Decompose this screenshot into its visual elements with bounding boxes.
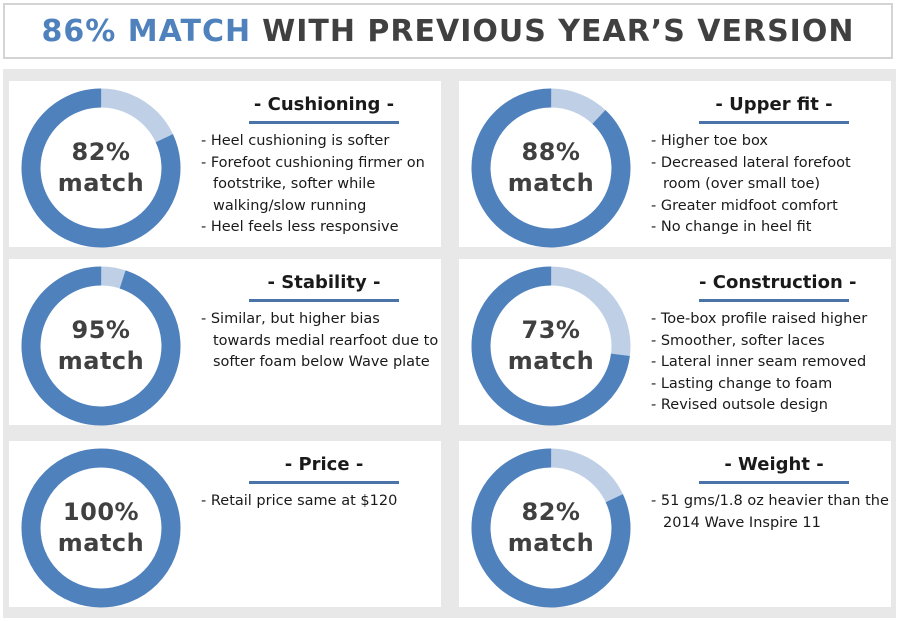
title-underline [699,481,849,484]
match-percent: 100% [62,498,140,526]
donut-center-label: 100% match [21,448,181,608]
donut-svg [21,448,181,608]
note-item: Lateral inner seam removed [651,352,891,374]
match-donut: 73% match [471,266,631,426]
notes-list: Similar, but higher bias towards medial … [201,309,441,374]
note-item: Similar, but higher bias towards medial … [201,309,441,374]
match-percent: 88% [521,138,581,166]
page-title-rest: WITH PREVIOUS YEAR’S VERSION [262,13,855,49]
match-donut: 82% match [21,88,181,248]
note-item: Smoother, softer laces [651,331,891,353]
donut-center-label: 95% match [21,266,181,426]
notes-list: Higher toe boxDecreased lateral forefoot… [651,131,891,239]
match-suffix: match [57,169,145,197]
note-item: Toe-box profile raised higher [651,309,891,331]
notes-list: Toe-box profile raised higherSmoother, s… [651,309,891,417]
note-item: Heel cushioning is softer [201,131,441,153]
match-percent: 73% [521,316,581,344]
match-donut: 82% match [471,448,631,608]
match-percent: 82% [521,498,581,526]
note-item: Forefoot cushioning firmer on footstrike… [201,153,441,218]
match-suffix: match [507,169,595,197]
donut-center-label: 73% match [471,266,631,426]
note-item: Decreased lateral forefoot room (over sm… [651,153,891,196]
note-item: Revised outsole design [651,395,891,417]
panel-title: - Price - [284,454,364,475]
comparison-grid: 82% match - Cushioning - Heel cushioning is… [3,69,896,618]
note-item: Greater midfoot comfort [651,196,891,218]
match-suffix: match [507,529,595,557]
page-title: 86% MATCH WITH PREVIOUS YEAR’S VERSION [3,3,893,59]
donut-svg [21,266,181,426]
donut-svg [21,88,181,248]
donut-svg [471,266,631,426]
panel-4: 73% match - Construction - Toe-box profile … [459,259,891,426]
donut-center-label: 88% match [471,88,631,248]
page-title-accent: 86% MATCH [41,13,252,49]
panel-2: 88% match - Upper fit - Higher toe boxDecre… [459,81,891,248]
panel-title: - Upper fit - [715,94,833,115]
panel-title: - Stability - [267,272,381,293]
donut-slice-match [21,266,181,426]
title-underline [249,121,399,124]
notes-list: Heel cushioning is softerForefoot cushio… [201,131,441,239]
notes-list: Retail price same at $120 [201,491,441,513]
title-underline [249,481,399,484]
match-percent: 95% [71,316,131,344]
panel-title: - Weight - [724,454,824,475]
panel-title: - Cushioning - [253,94,395,115]
notes-list: 51 gms/1.8 oz heavier than the 2014 Wave… [651,491,891,534]
title-underline [699,121,849,124]
match-suffix: match [57,347,145,375]
donut-center-label: 82% match [21,88,181,248]
panel-1: 82% match - Cushioning - Heel cushioning is… [9,81,441,248]
donut-svg [471,88,631,248]
match-donut: 88% match [471,88,631,248]
match-percent: 82% [71,138,131,166]
match-suffix: match [57,529,145,557]
note-item: Lasting change to foam [651,374,891,396]
title-underline [699,299,849,302]
note-item: Heel feels less responsive [201,217,441,239]
donut-slice-match [21,448,181,608]
title-underline [249,299,399,302]
panel-3: 95% match - Stability - Similar, but higher… [9,259,441,426]
donut-slice-match [21,88,181,248]
panel-6: 82% match - Weight - 51 gms/1.8 oz heavier … [459,441,891,608]
panel-title: - Construction - [699,272,857,293]
match-suffix: match [507,347,595,375]
match-donut: 95% match [21,266,181,426]
note-item: Higher toe box [651,131,891,153]
donut-svg [471,448,631,608]
note-item: Retail price same at $120 [201,491,441,513]
match-donut: 100% match [21,448,181,608]
panel-5: 100% match - Price - Retail price same at … [9,441,441,608]
note-item: 51 gms/1.8 oz heavier than the 2014 Wave… [651,491,891,534]
donut-center-label: 82% match [471,448,631,608]
note-item: No change in heel fit [651,217,891,239]
